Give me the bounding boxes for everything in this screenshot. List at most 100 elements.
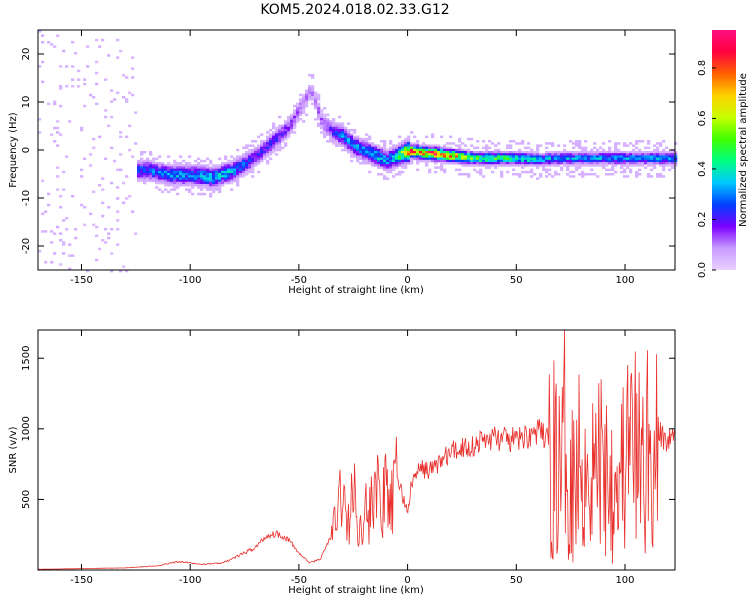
heatmap-cell-584 [233, 179, 237, 183]
heatmap-cell-1569 [503, 153, 507, 156]
heatmap-cell-858 [308, 93, 312, 97]
heatmap-cell-709 [266, 148, 270, 152]
heatmap-cell-1484 [476, 157, 480, 161]
heatmap-cell-736 [272, 144, 276, 147]
heatmap-cell-247 [152, 175, 156, 178]
heatmap-cell-59 [65, 155, 69, 158]
heatmap-cell-1740 [554, 162, 558, 165]
heatmap-cell-2117 [668, 151, 672, 154]
heatmap-cell-468 [206, 179, 210, 183]
heatmap-cell-575 [233, 159, 237, 163]
heatmap-cell-189 [137, 177, 141, 180]
heatmap-cell-928 [329, 126, 333, 130]
heatmap-cell-1112 [377, 144, 381, 147]
heatmap-cell-1103 [374, 146, 378, 150]
heatmap-cell-1236 [404, 148, 408, 152]
heatmap-cell-1499 [482, 140, 486, 143]
heatmap-cell-562 [230, 159, 234, 163]
heatmap-cell-1762 [563, 148, 567, 152]
snr-y-tick-label-2: 1500 [21, 346, 32, 371]
heatmap-cell-1732 [551, 162, 555, 165]
heatmap-cell-1388 [446, 159, 450, 163]
heatmap-cell-844 [305, 89, 309, 92]
heatmap-cell-1857 [590, 148, 594, 152]
heatmap-cell-1280 [416, 144, 420, 147]
heatmap-cell-681 [257, 170, 261, 174]
heatmap-cell-1390 [449, 135, 453, 139]
heatmap-cell-1936 [614, 146, 618, 150]
heatmap-cell-1533 [491, 155, 495, 158]
heatmap-cell-1234 [404, 144, 408, 147]
heatmap-cell-1006 [350, 133, 354, 136]
heatmap-cell-1748 [557, 157, 561, 161]
heatmap-cell-1231 [404, 137, 408, 141]
heatmap-cell-1524 [488, 155, 492, 158]
heatmap-cell-1963 [623, 142, 627, 145]
heatmap-cell-1917 [608, 153, 612, 156]
heatmap-cell-1687 [539, 153, 543, 156]
heatmap-cell-946 [332, 142, 336, 145]
heatmap-cell-908 [323, 122, 327, 125]
heatmap-cell-732 [272, 135, 276, 139]
snr-series-line [37, 329, 676, 570]
heatmap-cell-657 [251, 166, 255, 169]
heatmap-cell-1200 [395, 164, 399, 167]
heatmap-cell-544 [224, 170, 228, 174]
heatmap-cell-109 [98, 45, 102, 48]
heatmap-cell-642 [248, 162, 252, 165]
heatmap-cell-1208 [398, 151, 402, 154]
heatmap-cell-318 [170, 184, 174, 187]
heatmap-cell-1727 [551, 151, 555, 154]
heatmap-cell-100 [92, 223, 96, 227]
heatmap-cell-1189 [392, 168, 396, 172]
heatmap-cell-2015 [635, 173, 639, 176]
heatmap-cell-696 [263, 146, 267, 150]
heatmap-cell-1710 [545, 162, 549, 165]
heatmap-cell-216 [146, 157, 150, 161]
heatmap-cell-1485 [476, 159, 480, 163]
heatmap-cell-1253 [407, 153, 411, 156]
heatmap-cell-876 [314, 102, 318, 106]
heatmap-cell-304 [167, 177, 171, 180]
heatmap-cell-855 [308, 87, 312, 90]
heatmap-cell-635 [248, 144, 252, 147]
heatmap-cell-1953 [617, 162, 621, 165]
heatmap-cell-1874 [593, 162, 597, 165]
heatmap-cell-885 [317, 107, 321, 110]
heatmap-cell-503 [215, 168, 219, 172]
heatmap-cell-2034 [641, 162, 645, 165]
heatmap-cell-1910 [605, 164, 609, 167]
heatmap-cell-137 [110, 269, 114, 273]
heatmap-cell-217 [146, 159, 150, 163]
heatmap-cell-449 [203, 166, 207, 169]
heatmap-cell-1901 [602, 162, 606, 165]
heatmap-cell-716 [269, 133, 273, 136]
heatmap-cell-1993 [629, 168, 633, 172]
heatmap-cell-568 [230, 173, 234, 176]
heatmap-cell-374 [185, 170, 189, 174]
heatmap-cell-1240 [404, 157, 408, 161]
heatmap-cell-411 [194, 168, 198, 172]
heatmap-cell-706 [266, 142, 270, 145]
colorbar: 0.00.20.40.60.8 Normalized spectral ampl… [697, 30, 749, 278]
heatmap-cell-1436 [461, 159, 465, 163]
heatmap-cell-1934 [614, 142, 618, 145]
heatmap-cell-1156 [386, 157, 390, 161]
heatmap-cell-1583 [506, 164, 510, 167]
heatmap-cell-1658 [530, 155, 534, 158]
heatmap-cell-1249 [407, 144, 411, 147]
heatmap-cell-378 [185, 179, 189, 183]
heatmap-cell-615 [242, 162, 246, 165]
heatmap-cell-1672 [533, 164, 537, 167]
heatmap-cell-1451 [467, 148, 471, 152]
heatmap-cell-2126 [671, 151, 675, 154]
heatmap-cell-590 [236, 164, 240, 167]
heatmap-cell-1972 [623, 168, 627, 172]
heatmap-cell-1632 [521, 162, 525, 165]
heatmap-cell-397 [191, 166, 195, 169]
heatmap-cell-987 [344, 137, 348, 141]
heatmap-cell-1167 [389, 148, 393, 152]
heatmap-cell-1782 [569, 153, 573, 156]
heatmap-cell-1903 [602, 166, 606, 169]
heatmap-cell-40 [59, 65, 63, 68]
